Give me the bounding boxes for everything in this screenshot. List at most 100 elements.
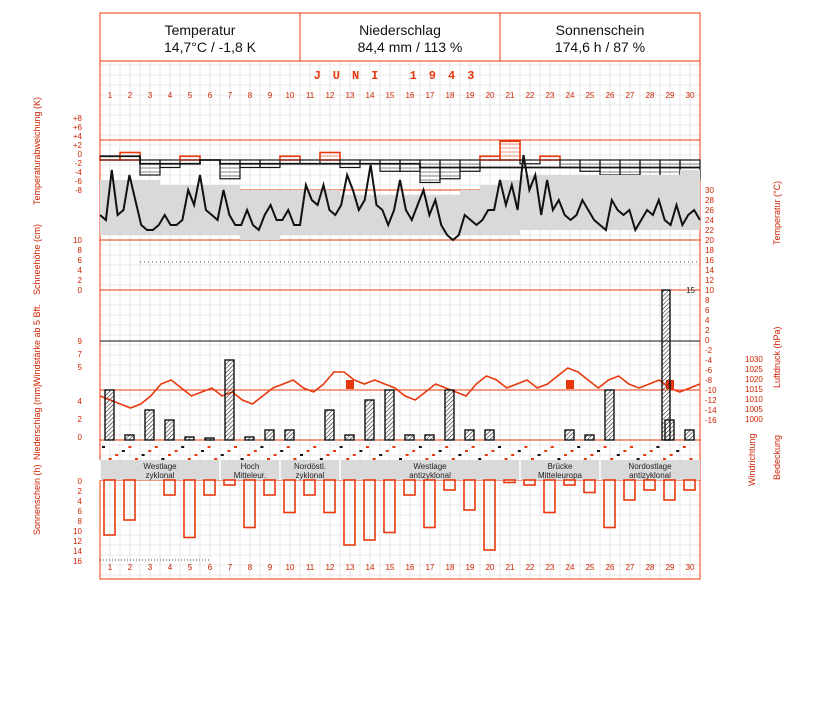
day-label-top: 10 xyxy=(286,91,295,100)
sunshine-bar xyxy=(503,479,516,484)
tick-temperature: -12 xyxy=(705,396,717,405)
tick-snow: 6 xyxy=(78,256,83,265)
wind-direction-dot xyxy=(319,458,323,460)
wind-direction-dot xyxy=(682,446,686,448)
tick-sunshine: 6 xyxy=(78,507,83,516)
wind-direction-dot xyxy=(656,446,660,448)
weather-type-panel: WestlagezyklonalHochMitteleur.Nordöstl.z… xyxy=(99,460,700,480)
precip-bar xyxy=(164,419,175,441)
sunshine-panel xyxy=(100,479,696,561)
background-grid xyxy=(99,61,701,579)
wind-direction-dot xyxy=(115,454,119,456)
day-label-bottom: 20 xyxy=(486,563,495,572)
day-label-bottom: 13 xyxy=(346,563,355,572)
wind-direction-dot xyxy=(247,454,251,456)
tick-temperature: 10 xyxy=(705,286,714,295)
precip-bar xyxy=(204,437,215,441)
precipitation-panel xyxy=(104,289,695,441)
wind-direction-dot xyxy=(306,450,310,452)
sunshine-bar xyxy=(123,479,136,521)
weather-type-line1: Nordöstl. xyxy=(294,462,326,471)
tick-temp-anomaly: -4 xyxy=(75,168,83,177)
temperature-panel: 15 xyxy=(99,154,701,295)
precip-bar xyxy=(604,389,615,441)
sun-value: 174,6 h / 87 % xyxy=(555,39,645,55)
tick-temperature: -16 xyxy=(705,416,717,425)
tick-snow: 2 xyxy=(78,276,83,285)
precip-bar xyxy=(444,389,455,441)
precip-title: Niederschlag xyxy=(359,22,441,38)
wind-direction-dot xyxy=(333,450,336,452)
ylabel-temperature: Temperatur (°C) xyxy=(772,181,782,245)
wind-direction-dot xyxy=(557,458,561,460)
precip-bar xyxy=(344,434,355,441)
tick-temperature: 26 xyxy=(705,206,714,215)
day-label-bottom: 15 xyxy=(386,563,395,572)
wind-direction-dot xyxy=(564,454,567,456)
wind-direction-dot xyxy=(583,458,587,460)
weather-type-line2: antizyklonal xyxy=(629,471,671,480)
weather-type-background xyxy=(100,460,700,480)
wind-direction-dot xyxy=(128,446,132,448)
day-label-top: 18 xyxy=(446,91,455,100)
day-label-bottom: 24 xyxy=(566,563,575,572)
precip-bar xyxy=(284,429,295,441)
wind-direction-dot xyxy=(570,450,574,452)
chart-frame xyxy=(99,60,701,580)
day-label-top: 3 xyxy=(148,91,153,100)
precip-value: 84,4 mm / 113 % xyxy=(358,39,463,55)
day-label-bottom: 2 xyxy=(128,563,133,572)
tick-precip: 4 xyxy=(78,397,83,406)
weather-type-line1: Westlage xyxy=(413,462,447,471)
precip-bar xyxy=(464,429,475,441)
day-label-bottom: 10 xyxy=(286,563,295,572)
tick-temperature: 20 xyxy=(705,236,714,245)
wind-direction-dot xyxy=(313,446,317,448)
sunshine-bar xyxy=(163,479,176,496)
wind-direction-dot xyxy=(339,446,343,448)
day-label-bottom: 26 xyxy=(606,563,615,572)
wind-direction-dot xyxy=(187,458,191,460)
tick-sunshine: 2 xyxy=(78,487,83,496)
day-label-top: 20 xyxy=(486,91,495,100)
day-label-top: 16 xyxy=(406,91,415,100)
wind-direction-dot xyxy=(108,458,112,460)
wind-direction-dot xyxy=(405,454,409,456)
tick-sunshine: 8 xyxy=(78,517,83,526)
tick-temp-anomaly: +2 xyxy=(73,141,83,150)
wind-direction-dot xyxy=(121,450,125,452)
wind-direction-dot xyxy=(471,446,475,448)
tick-sunshine: 14 xyxy=(73,547,82,556)
tick-temperature: 30 xyxy=(705,186,714,195)
precip-bar xyxy=(564,429,575,441)
day-label-top: 14 xyxy=(366,91,375,100)
wind-direction-dot xyxy=(597,450,600,452)
day-label-bottom: 14 xyxy=(366,563,375,572)
tick-sunshine: 10 xyxy=(73,527,82,536)
precip-bar xyxy=(264,429,275,441)
day-label-bottom: 3 xyxy=(148,563,153,572)
day-label-bottom: 30 xyxy=(686,563,695,572)
wind-direction-dot xyxy=(372,458,376,460)
wind-direction-dot xyxy=(445,446,449,448)
sunshine-bar xyxy=(543,479,556,514)
tick-temp-anomaly: +4 xyxy=(73,132,83,141)
day-label-top: 25 xyxy=(586,91,595,100)
sunshine-bar xyxy=(523,479,536,486)
wind-direction-dot xyxy=(524,446,528,448)
tick-temperature: 24 xyxy=(705,216,714,225)
wind-direction-dot xyxy=(689,458,693,460)
wind-direction-dot xyxy=(207,446,211,448)
tick-precip: 0 xyxy=(78,433,83,442)
weather-type-line2: Mitteleuropa xyxy=(538,471,583,480)
wind-marker xyxy=(346,380,354,389)
day-label-top: 23 xyxy=(546,91,555,100)
weather-type-line2: Mitteleur. xyxy=(234,471,266,480)
day-label-bottom: 29 xyxy=(666,563,675,572)
precip-bar xyxy=(324,409,335,441)
wind-direction-dot xyxy=(214,458,218,460)
wind-direction-dot xyxy=(537,454,541,456)
day-label-bottom: 23 xyxy=(546,563,555,572)
wind-direction-dot xyxy=(531,458,534,460)
wind-direction-dot xyxy=(174,450,178,452)
